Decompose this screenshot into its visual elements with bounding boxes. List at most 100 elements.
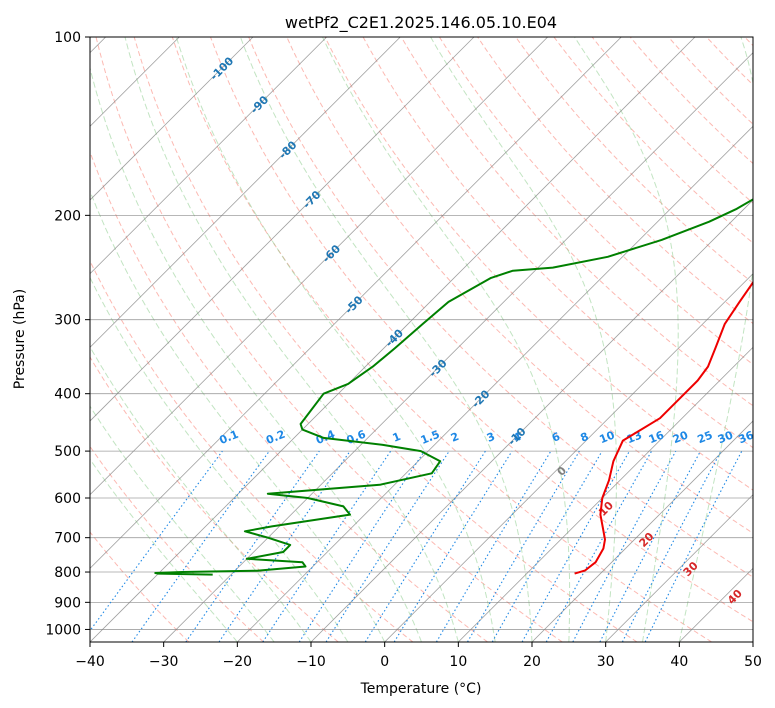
isotherm-line bbox=[90, 37, 622, 569]
isotherm-line bbox=[90, 37, 475, 422]
isotherm-label: -100 bbox=[208, 54, 237, 83]
dry-adiabat-label: 30 bbox=[681, 559, 701, 579]
y-tick-label: 700 bbox=[54, 531, 81, 547]
dry-adiabat-line bbox=[400, 37, 753, 407]
isotherm-line bbox=[458, 346, 753, 642]
moist-adiabat-line bbox=[90, 189, 386, 642]
x-tick-label: 0 bbox=[380, 654, 389, 670]
x-tick-label: 50 bbox=[744, 654, 762, 670]
moist-adiabat-line bbox=[322, 37, 571, 642]
isotherm-line bbox=[90, 37, 548, 496]
isotherm-line bbox=[752, 641, 753, 642]
dry-adiabat-line bbox=[706, 37, 753, 86]
y-tick-label: 400 bbox=[54, 387, 81, 403]
isotherm-label: -80 bbox=[276, 138, 299, 161]
x-tick-label: −40 bbox=[75, 654, 105, 670]
isotherm-label: -20 bbox=[469, 387, 492, 410]
moist-adiabat-line bbox=[90, 345, 312, 642]
mixing-ratio-label: 30 bbox=[716, 428, 735, 446]
mixing-ratio-line bbox=[325, 450, 450, 642]
x-tick-label: 20 bbox=[523, 654, 541, 670]
moist-adiabat-line bbox=[678, 37, 753, 642]
mixing-ratio-line bbox=[644, 450, 743, 642]
y-axis-ticks: 1000 900 800 700 600 500 400 300 200 100 bbox=[45, 30, 90, 638]
mixing-ratio-line bbox=[545, 450, 653, 642]
isotherm-line bbox=[90, 37, 401, 348]
mixing-ratio-label: 3 bbox=[485, 430, 497, 445]
isotherm-line bbox=[237, 125, 753, 642]
isotherm-line bbox=[384, 273, 753, 642]
x-axis-title: Temperature (°C) bbox=[360, 681, 482, 697]
dry-adiabat-line bbox=[90, 259, 414, 642]
isotherm-line bbox=[90, 37, 327, 275]
moist-adiabat-line bbox=[175, 37, 496, 642]
isotherm-label: -90 bbox=[248, 93, 271, 116]
mixing-ratio-line bbox=[621, 450, 722, 642]
isotherm-label: -50 bbox=[342, 293, 365, 316]
y-tick-label: 800 bbox=[54, 565, 81, 581]
mixing-ratio-label: 16 bbox=[647, 428, 666, 446]
y-tick-label: 500 bbox=[54, 444, 81, 460]
x-tick-label: −30 bbox=[149, 654, 179, 670]
plot-frame bbox=[89, 36, 754, 643]
y-axis-title: Pressure (hPa) bbox=[12, 289, 28, 389]
x-tick-label: −20 bbox=[223, 654, 253, 670]
isotherm-line bbox=[679, 567, 753, 642]
isotherm-label: -40 bbox=[383, 326, 406, 349]
moist-adiabat-line bbox=[239, 37, 533, 642]
isotherm-line bbox=[90, 37, 254, 201]
y-tick-label: 100 bbox=[54, 30, 81, 46]
moist-adiabat-line bbox=[430, 37, 617, 642]
mixing-ratio-label: 10 bbox=[598, 428, 617, 446]
dry-adiabat-line bbox=[248, 37, 753, 578]
dry-adiabat-line bbox=[95, 37, 563, 642]
mixing-ratio-line bbox=[393, 450, 513, 642]
dewpoint-profile-line bbox=[154, 198, 753, 576]
dry-adiabat-line bbox=[90, 531, 190, 642]
mixing-ratio-label: 1 bbox=[391, 430, 403, 445]
y-tick-label: 300 bbox=[54, 313, 81, 329]
mixing-ratio-label: 0.1 bbox=[217, 428, 240, 447]
dry-adiabat-line bbox=[438, 37, 753, 366]
dry-adiabat-line bbox=[90, 150, 488, 642]
profile-series bbox=[154, 198, 753, 576]
dry-adiabat-label: 0 bbox=[555, 464, 570, 479]
moist-adiabat-line bbox=[90, 276, 349, 642]
mixing-ratio-line bbox=[467, 450, 580, 642]
mixing-ratio-line bbox=[435, 450, 552, 642]
y-tick-label: 600 bbox=[54, 491, 81, 507]
mixing-ratio-line bbox=[185, 450, 320, 642]
isotherm-line bbox=[605, 494, 753, 642]
x-tick-label: 40 bbox=[670, 654, 688, 670]
dry-adiabat-line bbox=[324, 37, 753, 491]
mixing-ratio-label: 25 bbox=[695, 428, 714, 446]
y-tick-label: 900 bbox=[54, 595, 81, 611]
mixing-ratio-label: 13 bbox=[625, 428, 644, 446]
mixing-ratio-label: 20 bbox=[671, 428, 690, 446]
mixing-ratio-label: 2 bbox=[449, 430, 461, 445]
moist-adiabat-line bbox=[124, 37, 459, 642]
isotherm-line bbox=[163, 52, 753, 642]
isotherm-label: -30 bbox=[426, 357, 449, 380]
dry-adiabat-line bbox=[90, 445, 264, 642]
dry-adiabat-line bbox=[171, 37, 712, 642]
isotherm-label: -70 bbox=[300, 188, 323, 211]
dry-adiabat-line bbox=[744, 37, 753, 47]
mixing-ratio-label: 1.5 bbox=[419, 428, 442, 447]
mixing-ratio-line bbox=[90, 450, 223, 632]
x-tick-label: 30 bbox=[597, 654, 615, 670]
x-tick-label: 10 bbox=[449, 654, 467, 670]
moist-adiabat-line bbox=[574, 37, 679, 642]
mixing-ratio-line bbox=[298, 450, 425, 642]
mixing-ratio-line bbox=[218, 450, 351, 642]
dry-adiabat-line bbox=[90, 356, 339, 642]
moist-adiabat-line bbox=[90, 405, 275, 642]
dry-adiabat-line bbox=[210, 37, 753, 623]
dry-adiabat-line bbox=[133, 37, 638, 642]
isotherm-label: -60 bbox=[320, 242, 343, 265]
dry-adiabat-line bbox=[591, 37, 753, 204]
dry-adiabat-label: 20 bbox=[637, 530, 657, 550]
mixing-ratio-label: 0.6 bbox=[345, 428, 368, 447]
isotherm-line bbox=[90, 37, 696, 642]
